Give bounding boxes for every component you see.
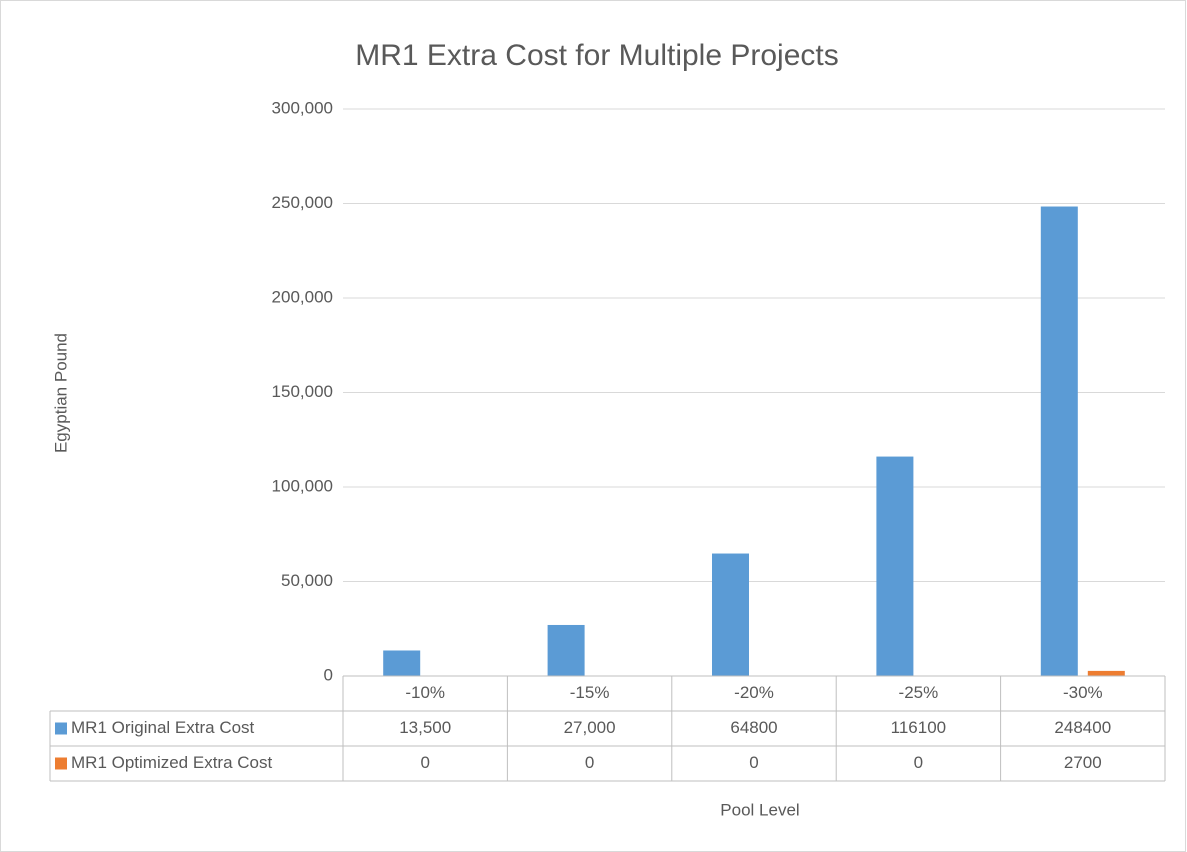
x-tick-label: -25% (899, 683, 939, 702)
table-cell: 27,000 (564, 718, 616, 737)
bar (547, 624, 585, 676)
legend-swatch (55, 757, 67, 770)
legend-swatch (55, 722, 67, 735)
legend-label: MR1 Optimized Extra Cost (71, 753, 272, 772)
table-cell: 0 (585, 753, 594, 772)
table-cell: 0 (914, 753, 923, 772)
bar (1087, 670, 1125, 676)
y-tick-label: 300,000 (272, 98, 333, 117)
y-tick-label: 150,000 (272, 382, 333, 401)
x-tick-label: -20% (734, 683, 774, 702)
table-cell: 0 (420, 753, 429, 772)
y-tick-label: 50,000 (281, 571, 333, 590)
legend-label: MR1 Original Extra Cost (71, 718, 255, 737)
bar (712, 553, 749, 676)
chart-title: MR1 Extra Cost for Multiple Projects (355, 39, 838, 72)
y-tick-label: 0 (324, 665, 333, 684)
table-cell: 248400 (1054, 718, 1111, 737)
table-cell: 13,500 (399, 718, 451, 737)
table-cell: 0 (749, 753, 758, 772)
table-cell: 2700 (1064, 753, 1102, 772)
x-tick-label: -15% (570, 683, 610, 702)
bar (383, 650, 421, 676)
bar (1040, 206, 1078, 677)
bar (876, 456, 914, 676)
y-tick-label: 250,000 (272, 193, 333, 212)
table-cell: 64800 (730, 718, 777, 737)
x-tick-label: -10% (405, 683, 445, 702)
y-axis-label: Egyptian Pound (51, 333, 70, 453)
table-cell: 116100 (891, 718, 946, 737)
y-tick-label: 200,000 (272, 287, 333, 306)
x-tick-label: -30% (1063, 683, 1103, 702)
y-tick-label: 100,000 (272, 476, 333, 495)
x-axis-label: Pool Level (720, 800, 799, 819)
